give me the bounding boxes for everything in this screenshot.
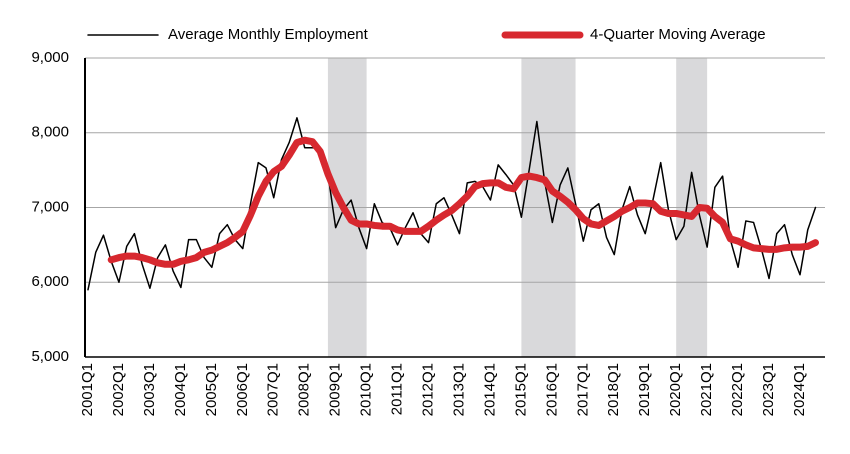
x-tick-label: 2006Q1 xyxy=(234,363,251,416)
x-tick-label: 2007Q1 xyxy=(265,363,282,416)
x-tick-label: 2016Q1 xyxy=(543,363,560,416)
x-tick-label: 2008Q1 xyxy=(296,363,313,416)
x-tick-label: 2021Q1 xyxy=(698,363,715,416)
legend-label: 4-Quarter Moving Average xyxy=(590,26,766,43)
legend-label: Average Monthly Employment xyxy=(168,26,369,43)
x-tick-label: 2012Q1 xyxy=(419,363,436,416)
x-tick-label: 2019Q1 xyxy=(636,363,653,416)
x-tick-label: 2002Q1 xyxy=(110,363,127,416)
x-tick-label: 2022Q1 xyxy=(729,363,746,416)
x-tick-label: 2014Q1 xyxy=(481,363,498,416)
x-tick-label: 2020Q1 xyxy=(667,363,684,416)
series-line xyxy=(87,117,817,291)
x-tick-label: 2024Q1 xyxy=(791,363,808,416)
x-tick-label: 2023Q1 xyxy=(760,363,777,416)
x-tick-label: 2011Q1 xyxy=(389,363,406,415)
y-tick-label: 7,000 xyxy=(31,198,69,215)
y-tick-label: 5,000 xyxy=(31,348,69,365)
x-tick-label: 2017Q1 xyxy=(574,363,591,416)
x-tick-label: 2013Q1 xyxy=(450,363,467,416)
x-tick-label: 2005Q1 xyxy=(203,363,220,416)
x-tick-label: 2018Q1 xyxy=(605,363,622,416)
x-tick-label: 2004Q1 xyxy=(172,363,189,416)
series-line xyxy=(107,136,819,268)
x-tick-label: 2009Q1 xyxy=(327,363,344,416)
x-tick-label: 2001Q1 xyxy=(79,363,96,416)
x-tick-label: 2010Q1 xyxy=(358,363,375,416)
x-tick-label: 2003Q1 xyxy=(141,363,158,416)
y-tick-label: 6,000 xyxy=(31,273,69,290)
y-tick-label: 8,000 xyxy=(31,124,69,141)
x-tick-label: 2015Q1 xyxy=(512,363,529,416)
y-tick-label: 9,000 xyxy=(31,49,69,66)
